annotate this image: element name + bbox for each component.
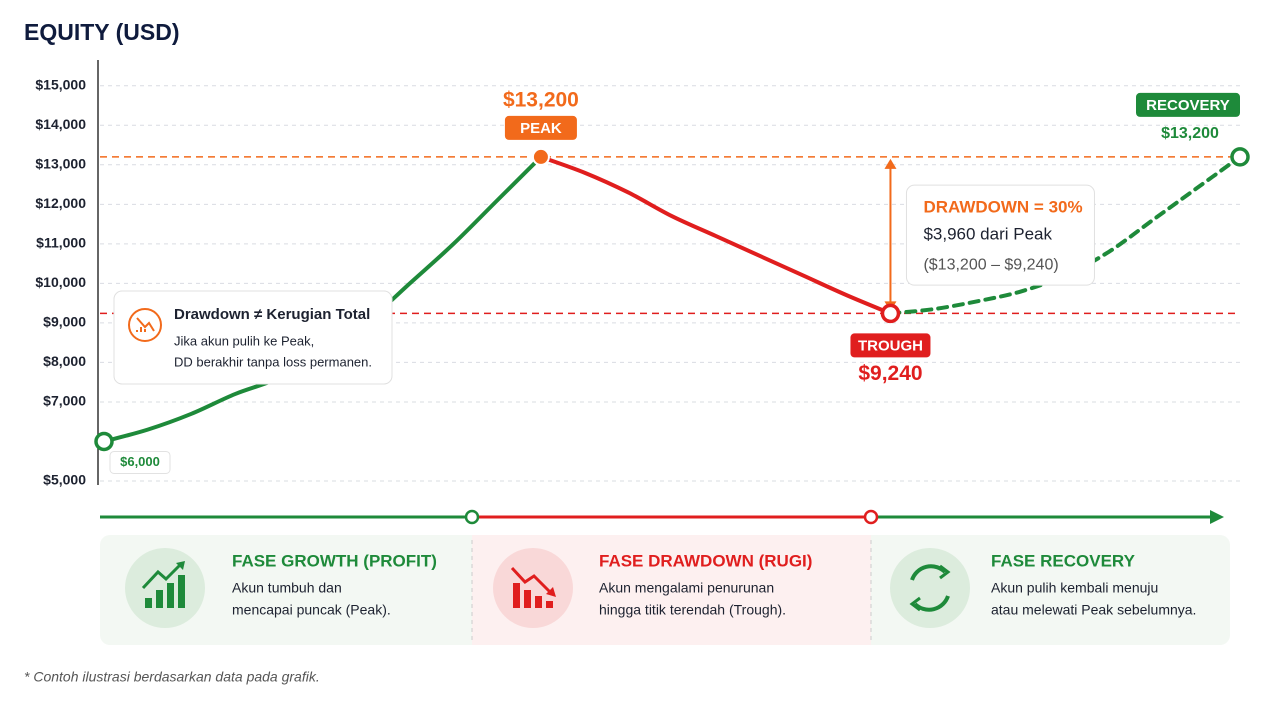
chart-title: EQUITY (USD) <box>24 19 179 45</box>
point-tag-label: PEAK <box>520 120 562 137</box>
drawdown-box <box>905 184 1095 286</box>
point-tag <box>504 115 577 140</box>
y-tick-label: $15,000 <box>35 76 86 92</box>
arrow-head <box>884 158 897 169</box>
y-tick-label: $9,000 <box>43 314 86 330</box>
point <box>94 431 114 452</box>
phase-icon <box>125 548 205 628</box>
point <box>1230 147 1250 167</box>
phase-title: FASE RECOVERY <box>991 551 1136 570</box>
y-tick-label: $12,000 <box>35 195 86 211</box>
note-box <box>113 290 393 385</box>
point <box>880 303 901 324</box>
phase-icon <box>141 561 185 608</box>
point-tag-label: TROUGH <box>858 337 923 354</box>
point-tag <box>1136 92 1240 117</box>
value-label: $9,240 <box>858 362 922 385</box>
value-label-box <box>109 450 171 474</box>
y-tick-label: $5,000 <box>43 472 86 488</box>
phase-title: FASE DRAWDOWN (RUGI) <box>599 551 812 570</box>
phase-icon <box>510 566 556 608</box>
footnote: * Contoh ilustrasi berdasarkan data pada… <box>24 669 320 685</box>
note-text: Jika akun pulih ke Peak, <box>174 333 314 348</box>
timeline-node <box>464 509 480 525</box>
phase-icon <box>909 564 951 612</box>
value-label: $13,200 <box>1161 125 1219 142</box>
phase-text: Akun pulih kembali menuju <box>991 580 1158 596</box>
timeline-arrow <box>1210 510 1224 524</box>
phase-text: Akun mengalami penurunan <box>599 580 774 596</box>
note-icon <box>128 308 162 342</box>
y-tick-label: $14,000 <box>35 116 86 132</box>
plot: $5,000 $7,000 $8,000 $9,000 $10,000 $11,000 $1… <box>35 76 1250 488</box>
y-tick-label: $7,000 <box>43 393 86 409</box>
value-label: $6,000 <box>120 454 160 469</box>
drawdown-formula: ($13,200 – $9,240) <box>923 256 1058 273</box>
point-tag <box>850 333 931 358</box>
phase-text: Akun tumbuh dan <box>232 580 342 596</box>
y-tick-label: $8,000 <box>43 353 86 369</box>
phase-text: atau melewati Peak sebelumnya. <box>991 602 1196 618</box>
phase-title: FASE GROWTH (PROFIT) <box>232 551 437 570</box>
note-title: Drawdown ≠ Kerugian Total <box>174 306 370 323</box>
phase-text: mencapai puncak (Peak). <box>232 602 391 618</box>
point-tag-label: RECOVERY <box>1146 97 1230 114</box>
timeline-node <box>863 509 879 525</box>
phase-icon <box>493 548 573 628</box>
y-tick-label: $13,000 <box>35 156 86 172</box>
note-icon <box>136 317 155 332</box>
y-tick-label: $10,000 <box>35 274 86 290</box>
drawdown-amount: $3,960 dari Peak <box>923 225 1052 244</box>
y-tick-label: $11,000 <box>36 235 86 251</box>
value-label: $13,200 <box>503 88 579 111</box>
phase-icon <box>890 548 970 628</box>
note-text: DD berakhir tanpa loss permanen. <box>174 354 372 369</box>
point <box>531 147 550 166</box>
equity-line <box>538 154 893 316</box>
drawdown-title: DRAWDOWN = 30% <box>923 198 1082 217</box>
phase-text: hingga titik terendah (Trough). <box>599 602 786 618</box>
